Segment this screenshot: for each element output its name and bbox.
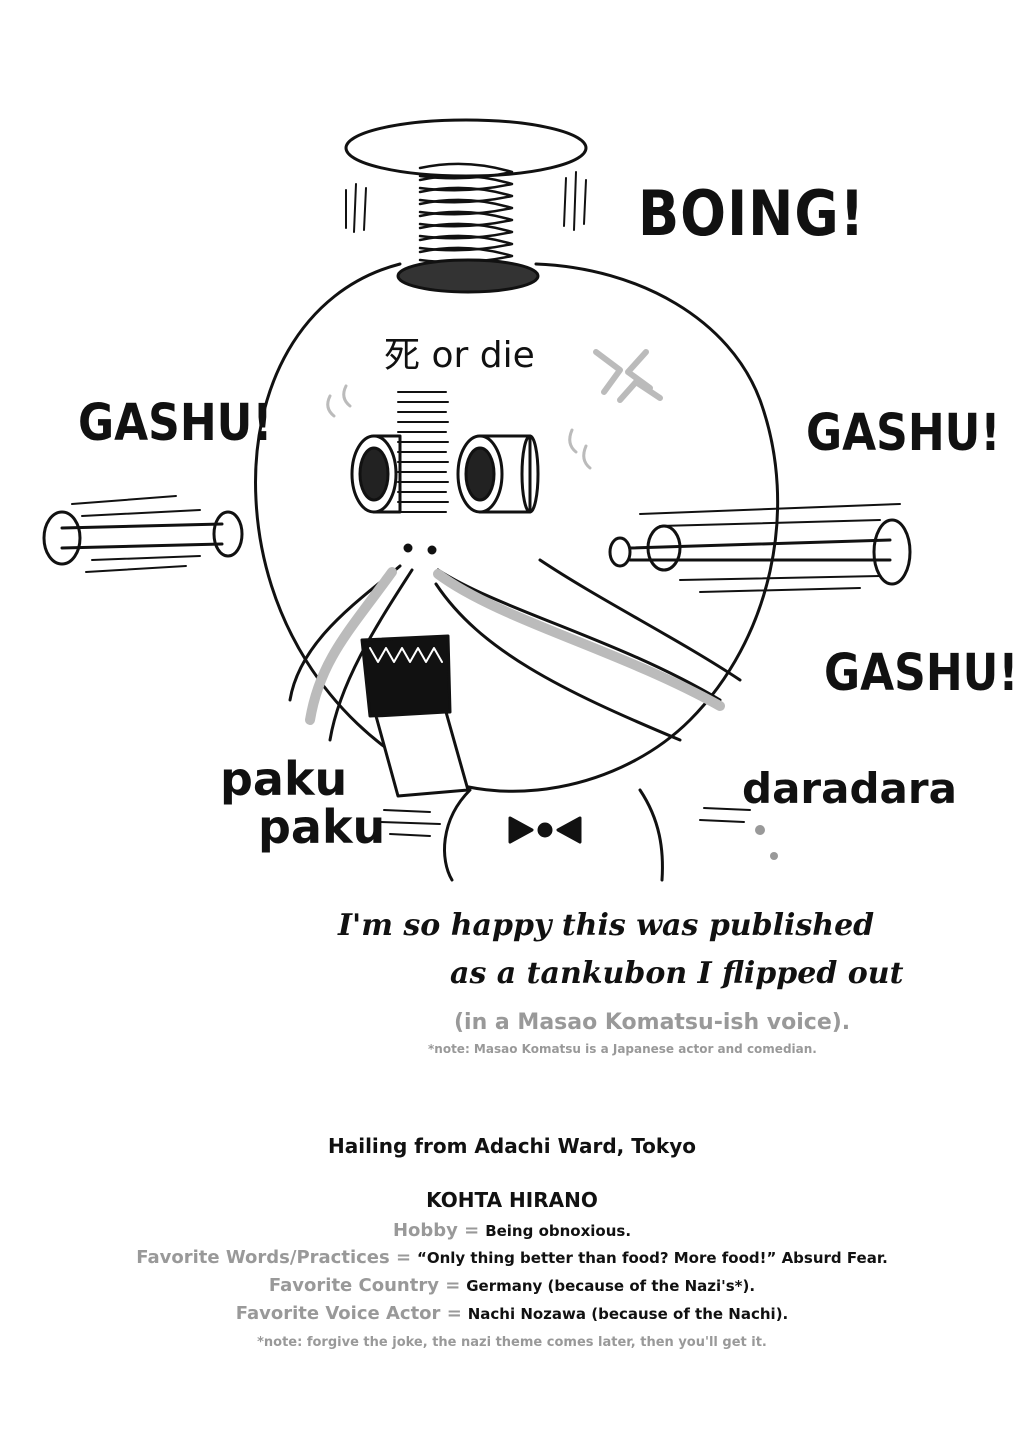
sfx-daradara: daradara	[742, 764, 957, 813]
hobby-label: Hobby =	[392, 1220, 480, 1241]
words-label: Favorite Words/Practices =	[136, 1247, 412, 1268]
sfx-gashu-lower: GASHU!	[824, 644, 1019, 703]
comment-line-2: as a tankubon I flipped out	[450, 956, 904, 991]
voice-actor-value: Nachi Nozawa (because of the Nachi).	[467, 1305, 789, 1323]
sfx-gashu-right: GASHU!	[806, 404, 1001, 463]
profile-row-hobby: Hobby = Being obnoxious.	[0, 1220, 1024, 1241]
left-eye-icon	[350, 434, 402, 514]
author-name: KOHTA HIRANO	[426, 1188, 598, 1212]
profile-row-voice-actor: Favorite Voice Actor = Nachi Nozawa (bec…	[0, 1303, 1024, 1324]
bow-tie-icon	[508, 816, 582, 844]
head-outline	[254, 262, 780, 793]
hobby-value: Being obnoxious.	[485, 1222, 632, 1240]
sweat-drop-icon	[326, 384, 592, 470]
sfx-paku-1: paku	[220, 752, 348, 806]
open-mouth-icon	[360, 634, 470, 798]
right-eye-icon	[456, 434, 540, 514]
comment-line-1: I'm so happy this was published	[338, 908, 875, 943]
head-opening	[396, 258, 540, 294]
motion-lines-icon	[345, 171, 587, 233]
profile-row-country: Favorite Country = Germany (because of t…	[0, 1275, 1024, 1296]
forehead-hatch-icon	[397, 391, 449, 513]
words-value: “Only thing better than food? More food!…	[416, 1249, 888, 1267]
voice-actor-label: Favorite Voice Actor =	[235, 1303, 462, 1324]
robot-head-illustration	[42, 118, 912, 882]
sfx-boing: BOING!	[638, 177, 866, 250]
country-label: Favorite Country =	[268, 1275, 461, 1296]
profile-row-words: Favorite Words/Practices = “Only thing b…	[0, 1247, 1024, 1268]
sfx-gashu-left: GASHU!	[78, 394, 273, 453]
country-value: Germany (because of the Nazi's*).	[466, 1277, 756, 1295]
actor-footnote: *note: Masao Komatsu is a Japanese actor…	[428, 1042, 817, 1056]
profile-footnote: *note: forgive the joke, the nazi theme …	[257, 1335, 767, 1350]
spring-coil-icon	[418, 162, 514, 264]
anger-mark-icon	[593, 349, 663, 403]
left-piston-icon	[42, 495, 244, 573]
tentacle-lines	[288, 558, 742, 742]
spring-cap	[344, 118, 588, 178]
voice-note: (in a Masao Komatsu-ish voice).	[454, 1010, 851, 1035]
sfx-paku-2: paku	[258, 800, 386, 854]
hailing-from: Hailing from Adachi Ward, Tokyo	[327, 1134, 697, 1158]
right-piston-icon	[608, 503, 912, 593]
head-label: 死 or die	[384, 335, 535, 376]
